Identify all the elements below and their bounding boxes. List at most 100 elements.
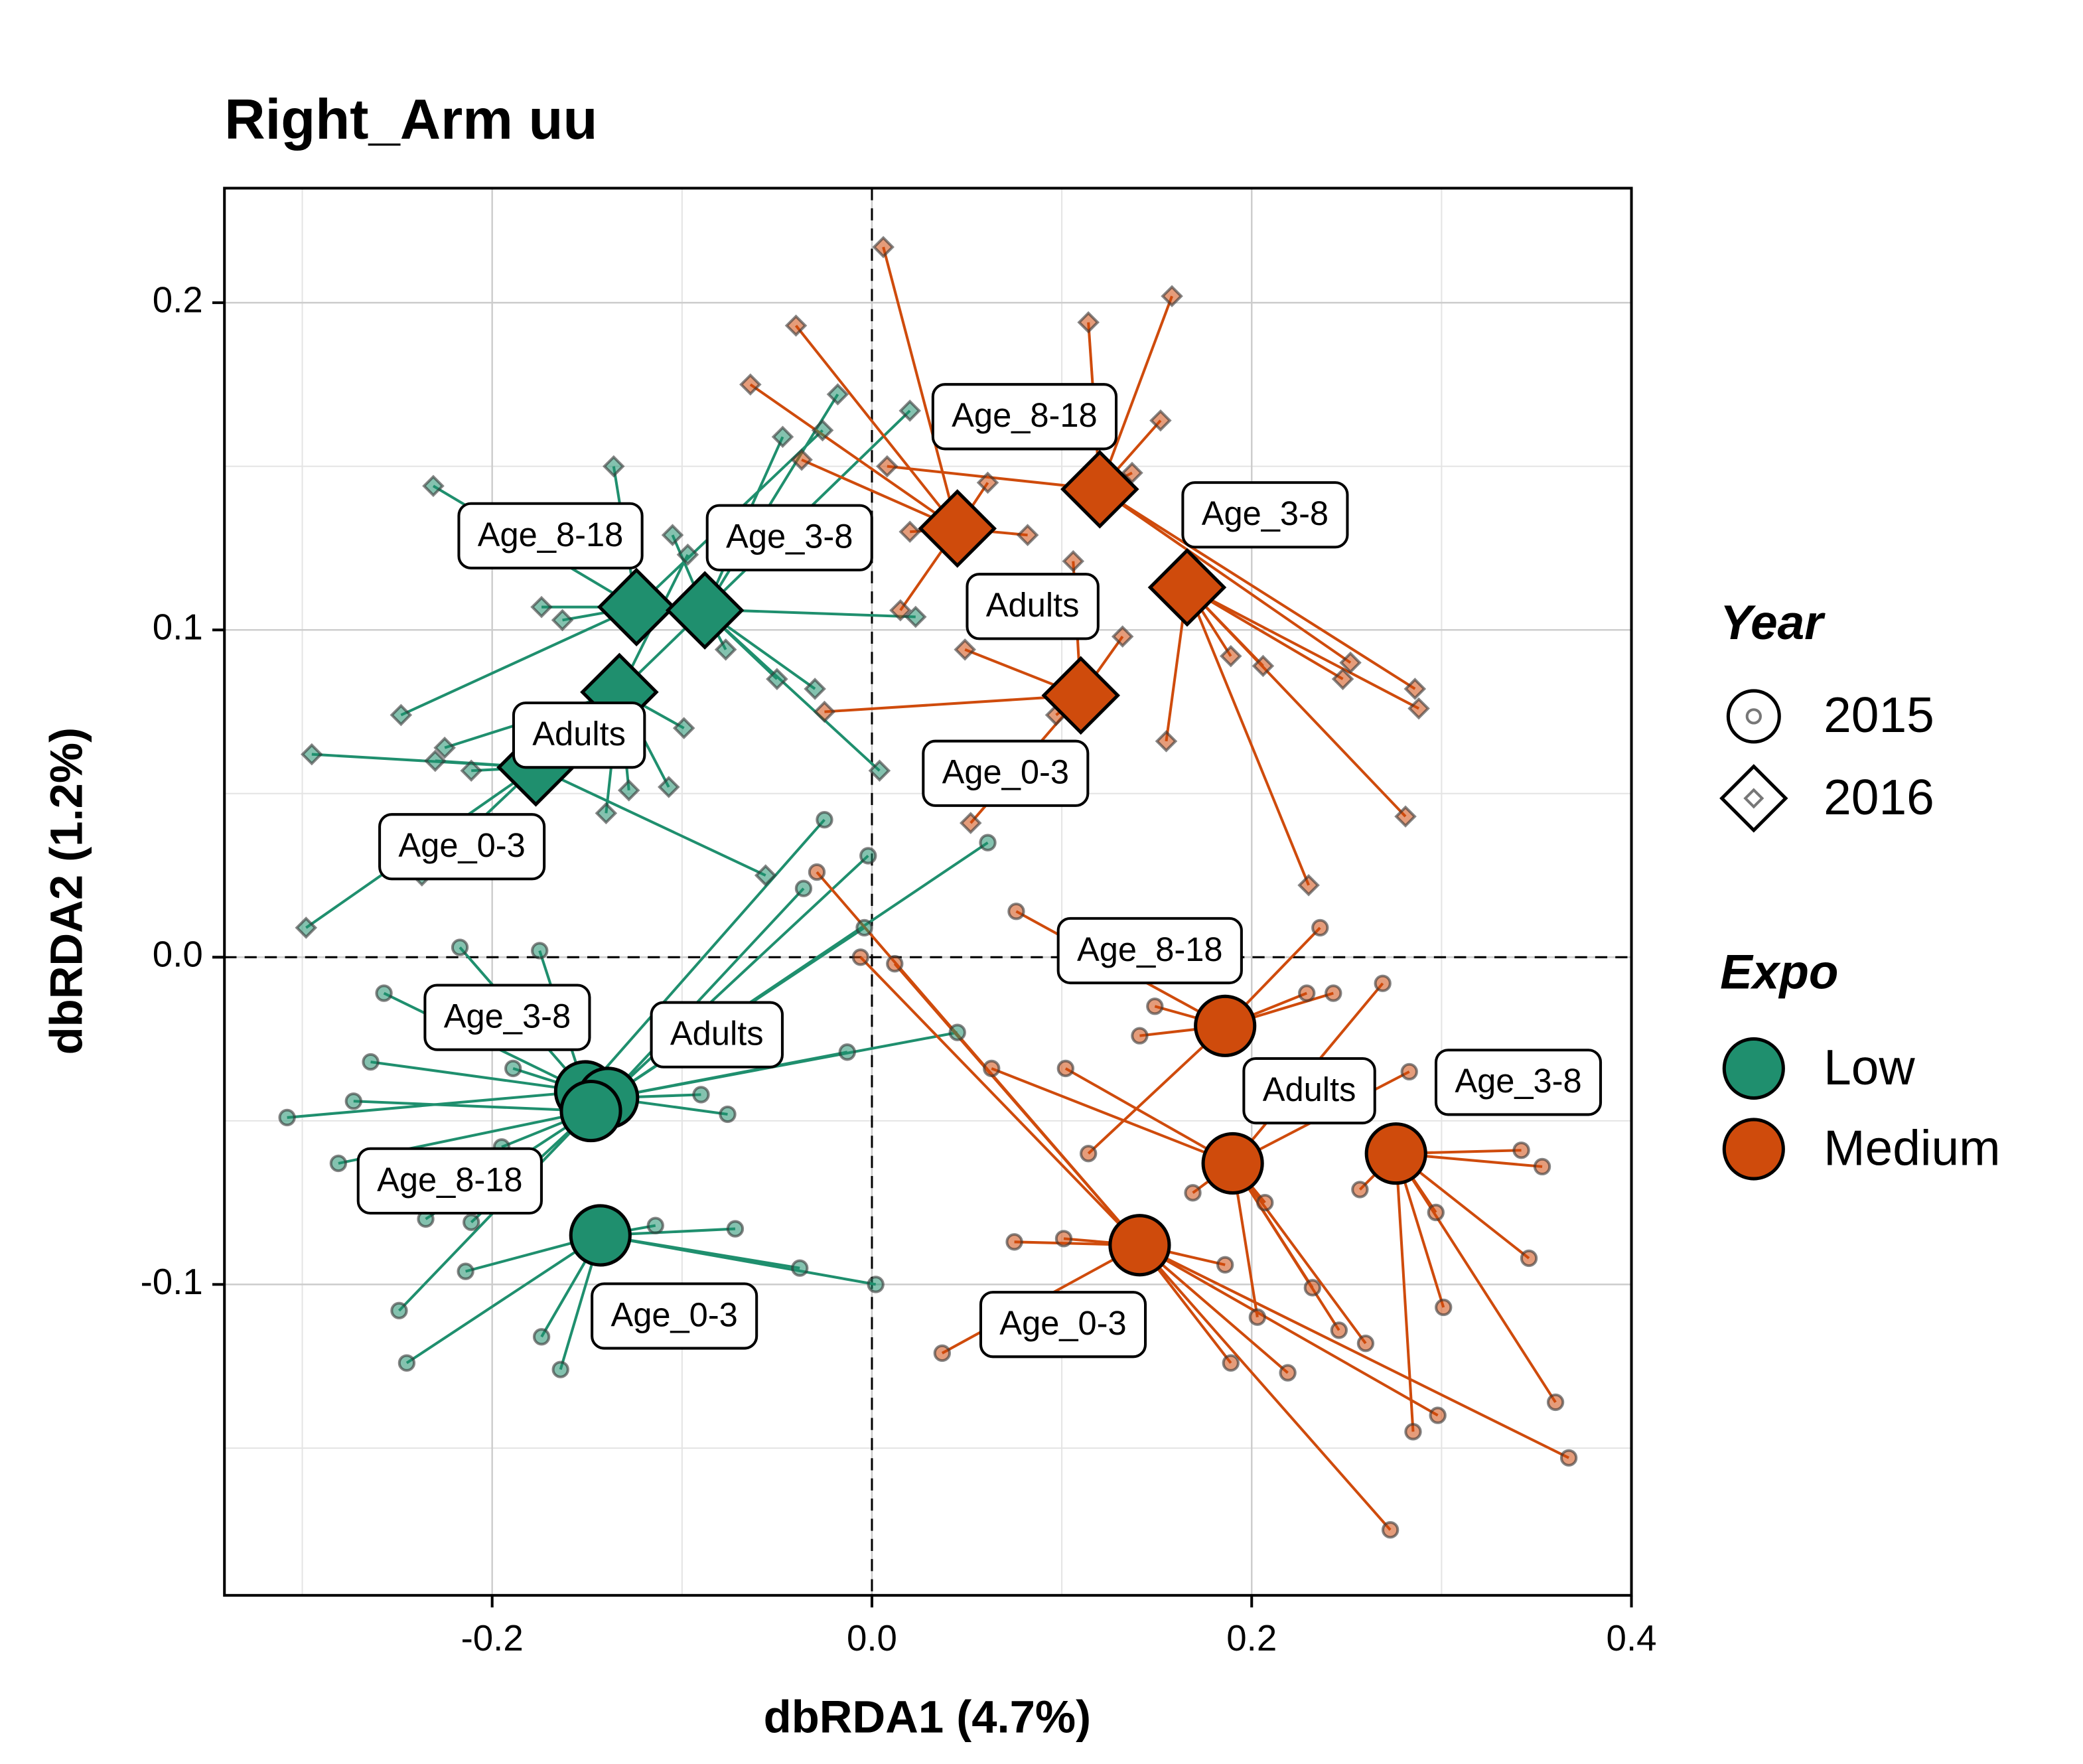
spider-line	[1139, 1244, 1439, 1417]
point	[646, 1216, 664, 1234]
point	[813, 700, 836, 723]
point	[1149, 409, 1172, 432]
point	[457, 1262, 474, 1280]
point	[397, 1354, 416, 1372]
point	[1394, 805, 1417, 828]
point	[855, 919, 873, 937]
point	[1054, 1230, 1073, 1248]
point	[463, 1213, 480, 1231]
point	[771, 425, 794, 449]
point	[1016, 524, 1039, 546]
label-box	[979, 1291, 1147, 1359]
y-axis-label: dbRDA2 (1.2%)	[41, 727, 92, 1055]
centroid	[1060, 449, 1139, 529]
label-box	[1181, 481, 1349, 549]
point	[1331, 668, 1354, 690]
centroid	[918, 489, 997, 568]
spider-line	[991, 1067, 1234, 1165]
centroid	[1041, 656, 1120, 735]
spider-line	[1231, 1162, 1340, 1331]
point	[876, 455, 898, 478]
centroid-label: Age_0-3	[922, 739, 1090, 807]
point	[811, 419, 834, 442]
spider-line	[584, 818, 826, 1092]
point	[278, 1108, 296, 1127]
point	[1404, 1423, 1422, 1441]
point	[1533, 1157, 1551, 1176]
spider-line	[535, 766, 766, 877]
point	[1559, 1449, 1578, 1467]
label-text: Age_0-3	[611, 1295, 737, 1333]
point	[1325, 984, 1342, 1002]
centroid	[665, 571, 745, 650]
label-text: Age_8-18	[478, 516, 624, 553]
centroid-label: Adults	[650, 1001, 784, 1068]
spider-line	[405, 1234, 601, 1364]
spider-line	[1395, 1153, 1557, 1404]
label-text: Age_8-18	[952, 396, 1097, 434]
point	[983, 1059, 1001, 1078]
spider-line	[400, 605, 637, 717]
label-box	[966, 573, 1100, 640]
point	[714, 638, 737, 661]
spider-line	[1394, 1153, 1415, 1432]
centroid-label: Age_8-18	[457, 502, 644, 569]
centroid-label: Age_8-18	[1056, 917, 1243, 985]
point	[530, 595, 553, 619]
point	[838, 1043, 856, 1061]
legend-symbol-outer	[1726, 689, 1781, 744]
x-tick-label: 0.4	[1607, 1618, 1657, 1658]
point	[1007, 903, 1025, 920]
spider-line	[1098, 295, 1173, 490]
point	[979, 834, 997, 851]
label-box	[931, 383, 1118, 451]
spider-line	[882, 246, 959, 529]
centroid-label: Age_3-8	[705, 504, 873, 571]
point	[1330, 1321, 1348, 1339]
label-text: Adults	[670, 1015, 764, 1053]
point	[754, 864, 777, 887]
point	[676, 544, 699, 566]
point	[1005, 1233, 1023, 1251]
centroid	[1194, 994, 1257, 1057]
point	[551, 609, 574, 632]
spider-line	[1064, 1067, 1234, 1165]
point	[390, 703, 413, 727]
spider-line	[1099, 488, 1416, 690]
spider-line	[1139, 1244, 1570, 1459]
label-box	[356, 1147, 543, 1214]
point	[295, 917, 318, 939]
spider-line	[353, 1100, 591, 1113]
centroid-label: Age_0-3	[591, 1282, 758, 1350]
point	[451, 938, 469, 956]
point	[1080, 1144, 1098, 1163]
point	[433, 736, 456, 759]
point	[1161, 285, 1183, 308]
point	[362, 1053, 380, 1071]
point	[1121, 461, 1143, 484]
label-box	[1056, 917, 1243, 985]
point	[424, 749, 447, 772]
label-box	[1434, 1049, 1603, 1116]
point	[1407, 697, 1430, 720]
point	[1339, 651, 1362, 674]
y-tick-label: 0.2	[153, 280, 203, 321]
point	[531, 942, 549, 960]
y-tick-label: 0.0	[153, 934, 203, 975]
point	[551, 1360, 569, 1378]
label-box	[705, 504, 873, 571]
label-box	[1242, 1057, 1376, 1125]
point	[1297, 874, 1320, 897]
spider-line	[607, 1051, 848, 1100]
point	[1374, 974, 1392, 992]
centroid-label: Age_3-8	[423, 984, 591, 1051]
spider-line	[1186, 587, 1310, 886]
point	[804, 678, 826, 700]
point	[1077, 311, 1100, 334]
point	[603, 455, 625, 478]
point	[954, 638, 976, 661]
plot-frame	[223, 186, 1633, 1597]
point	[1219, 644, 1242, 668]
label-box	[423, 984, 591, 1051]
point	[301, 743, 323, 766]
